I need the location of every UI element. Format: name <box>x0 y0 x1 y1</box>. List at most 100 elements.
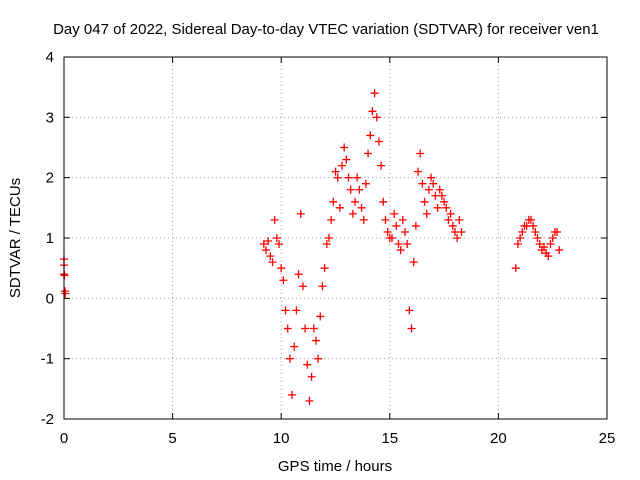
data-point <box>342 155 351 164</box>
data-point <box>61 289 70 298</box>
data-point <box>555 246 564 255</box>
data-point <box>411 221 420 230</box>
data-point <box>340 143 349 152</box>
y-axis-label: SDTVAR / TECUs <box>7 178 24 298</box>
data-point <box>288 390 297 399</box>
data-point <box>259 240 268 249</box>
data-point <box>305 396 314 405</box>
x-tick-label: 25 <box>599 430 616 447</box>
data-point <box>366 131 375 140</box>
data-point <box>292 306 301 315</box>
data-point <box>355 185 364 194</box>
data-point <box>294 270 303 279</box>
y-tick-label: 3 <box>46 109 54 126</box>
data-point <box>429 179 438 188</box>
data-point <box>392 221 401 230</box>
data-point <box>324 234 333 242</box>
data-point <box>316 312 325 321</box>
data-point <box>403 240 412 249</box>
data-point <box>440 197 449 206</box>
data-point <box>444 215 453 224</box>
data-point <box>448 221 457 230</box>
data-point <box>418 179 427 188</box>
data-point <box>320 264 329 273</box>
data-point <box>368 107 377 116</box>
data-point <box>357 203 366 212</box>
data-point <box>322 240 331 249</box>
data-point <box>370 89 379 98</box>
data-point <box>435 185 444 194</box>
data-point <box>546 240 555 249</box>
x-tick-label: 5 <box>168 430 176 447</box>
data-point <box>420 197 429 206</box>
data-point <box>379 197 388 206</box>
data-point <box>518 227 527 236</box>
data-point <box>281 306 290 315</box>
data-point <box>398 215 407 224</box>
data-point <box>353 173 362 182</box>
data-point <box>396 246 405 255</box>
data-point <box>335 203 344 212</box>
data-point <box>427 173 436 182</box>
data-point <box>407 324 416 333</box>
y-tick-label: -1 <box>41 351 54 368</box>
data-point <box>279 276 288 285</box>
data-point <box>381 215 390 224</box>
data-point <box>453 234 462 242</box>
data-point <box>442 203 451 212</box>
y-tick-label: 1 <box>46 230 54 247</box>
x-axis-label: GPS time / hours <box>278 458 392 475</box>
data-point <box>272 234 281 242</box>
chart-title: Day 047 of 2022, Sidereal Day-to-day VTE… <box>53 21 599 38</box>
data-point <box>394 240 403 249</box>
y-tick-label: 2 <box>46 170 54 187</box>
data-point <box>414 167 423 176</box>
data-point <box>401 227 410 236</box>
data-point <box>275 240 284 249</box>
data-point <box>351 197 360 206</box>
data-point <box>383 227 392 236</box>
x-tick-label: 20 <box>490 430 507 447</box>
data-point <box>333 173 342 182</box>
data-point <box>433 203 442 212</box>
data-point <box>377 161 386 170</box>
tick-labels: 0 5 10 15 20 25 -2 -1 0 1 2 3 4 <box>41 49 616 447</box>
data-point <box>511 264 520 273</box>
data-point <box>424 185 433 194</box>
data-point <box>531 227 540 236</box>
data-point <box>553 227 562 236</box>
data-point <box>513 240 522 249</box>
x-tick-label: 10 <box>273 430 290 447</box>
data-point <box>314 354 323 363</box>
data-point <box>338 161 347 170</box>
data-point <box>327 215 336 224</box>
data-point <box>446 209 455 218</box>
data-point <box>409 258 418 267</box>
x-tick-label: 0 <box>60 430 68 447</box>
data-point <box>270 215 279 224</box>
data-point <box>283 324 292 333</box>
data-point <box>303 360 312 369</box>
data-point <box>544 252 553 261</box>
data-points <box>60 89 564 405</box>
data-point <box>307 372 316 381</box>
data-point <box>516 234 525 242</box>
data-point <box>331 167 340 176</box>
data-point <box>311 336 320 345</box>
y-tick-label: -2 <box>41 411 54 428</box>
data-point <box>318 282 327 291</box>
data-point <box>416 149 425 158</box>
data-point <box>296 209 305 218</box>
data-point <box>348 209 357 218</box>
y-tick-label: 0 <box>46 290 54 307</box>
data-point <box>277 264 286 273</box>
data-point <box>387 234 396 242</box>
data-point <box>268 258 277 267</box>
data-point <box>261 246 270 255</box>
data-point <box>529 221 538 230</box>
y-tick-label: 4 <box>46 49 54 66</box>
data-point <box>361 179 370 188</box>
data-point <box>329 197 338 206</box>
data-point <box>346 185 355 194</box>
